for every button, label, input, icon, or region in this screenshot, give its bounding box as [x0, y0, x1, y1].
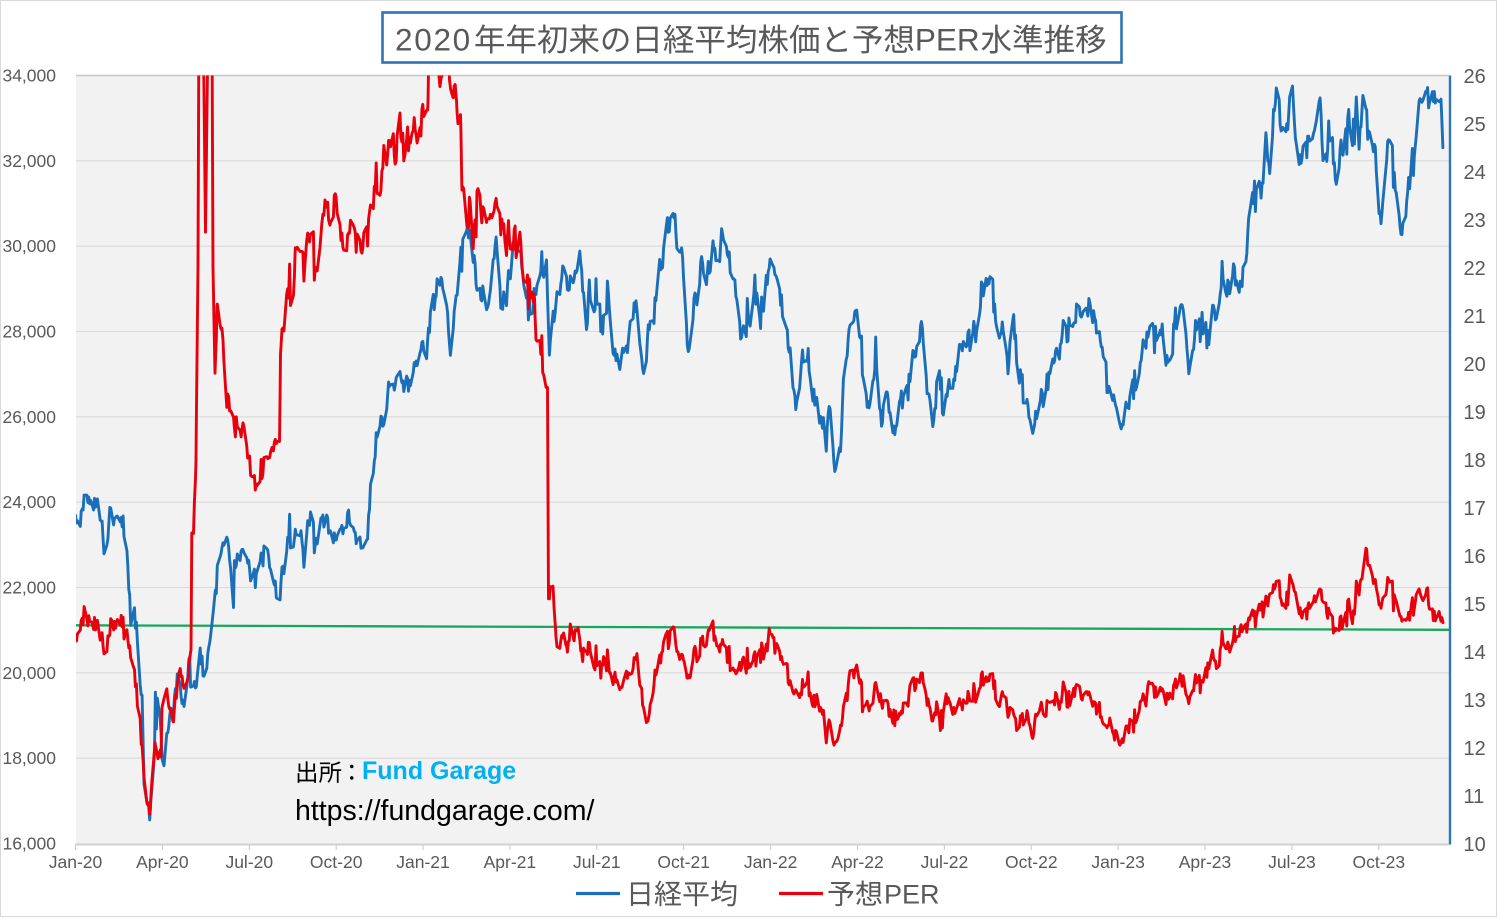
svg-text:Jul-23: Jul-23: [1268, 852, 1316, 872]
svg-text:20,000: 20,000: [2, 663, 56, 683]
svg-text:13: 13: [1464, 690, 1486, 712]
svg-text:PER: PER: [884, 880, 940, 910]
svg-text:Apr-23: Apr-23: [1179, 852, 1232, 872]
svg-text:30,000: 30,000: [2, 236, 56, 256]
svg-text:26,000: 26,000: [2, 407, 56, 427]
svg-text:14: 14: [1464, 642, 1486, 664]
svg-text:Apr-21: Apr-21: [484, 852, 537, 872]
svg-text:25: 25: [1464, 114, 1486, 136]
svg-text:11: 11: [1464, 786, 1485, 808]
svg-text:10: 10: [1464, 834, 1486, 856]
svg-text:Jul-22: Jul-22: [921, 852, 969, 872]
svg-text:24: 24: [1464, 162, 1486, 184]
svg-text:https://fundgarage.com/: https://fundgarage.com/: [295, 795, 595, 827]
svg-text:Oct-22: Oct-22: [1005, 852, 1058, 872]
svg-text:12: 12: [1464, 738, 1486, 760]
svg-text:Oct-20: Oct-20: [310, 852, 363, 872]
svg-text:Jan-23: Jan-23: [1091, 852, 1145, 872]
svg-text:22,000: 22,000: [2, 578, 56, 598]
svg-text:17: 17: [1464, 498, 1486, 520]
svg-text:Jan-20: Jan-20: [49, 852, 103, 872]
svg-text:Fund Garage: Fund Garage: [362, 757, 516, 785]
svg-text:32,000: 32,000: [2, 151, 56, 171]
svg-text:Apr-20: Apr-20: [136, 852, 189, 872]
svg-text:21: 21: [1464, 306, 1486, 328]
svg-text:16: 16: [1464, 546, 1486, 568]
svg-text:2020: 2020: [395, 22, 472, 58]
svg-text:Jan-22: Jan-22: [744, 852, 798, 872]
svg-text:22: 22: [1464, 258, 1486, 280]
svg-text:Jul-21: Jul-21: [573, 852, 621, 872]
svg-text:20: 20: [1464, 354, 1486, 376]
svg-text:Oct-23: Oct-23: [1353, 852, 1406, 872]
svg-text:15: 15: [1464, 594, 1486, 616]
svg-text:23: 23: [1464, 210, 1486, 232]
svg-text:PER: PER: [915, 22, 980, 58]
svg-text:34,000: 34,000: [2, 66, 56, 86]
svg-text:18,000: 18,000: [2, 748, 56, 768]
svg-text:18: 18: [1464, 450, 1486, 472]
svg-text:Jan-21: Jan-21: [396, 852, 450, 872]
svg-text:19: 19: [1464, 402, 1486, 424]
svg-text:Jul-20: Jul-20: [225, 852, 273, 872]
svg-text:26: 26: [1464, 66, 1486, 88]
svg-text:Apr-22: Apr-22: [831, 852, 884, 872]
svg-text:28,000: 28,000: [2, 322, 56, 342]
svg-text:16,000: 16,000: [2, 834, 56, 854]
svg-text:24,000: 24,000: [2, 492, 56, 512]
svg-text:Oct-21: Oct-21: [657, 852, 710, 872]
